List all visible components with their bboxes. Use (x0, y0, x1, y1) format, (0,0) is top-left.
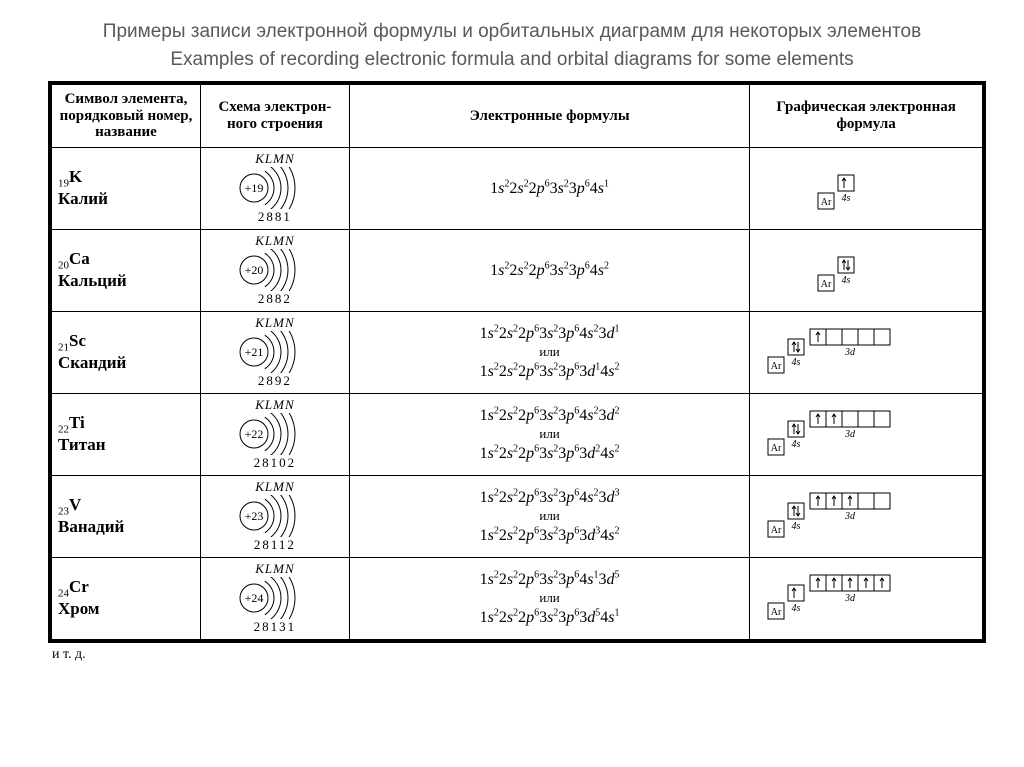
svg-text:Ar: Ar (771, 361, 782, 372)
title-en: Examples of recording electronic formula… (40, 46, 984, 74)
elements-table: Символ элемента, порядковый номер, назва… (51, 84, 983, 640)
svg-text:Ar: Ar (821, 279, 832, 290)
table-row: 20CaКальцийKLMN +20 28821s22s22p63s23p64… (52, 229, 983, 311)
orbital-diagram-cell: Ar 4s 3d (750, 311, 983, 393)
svg-text:Ar: Ar (771, 607, 782, 618)
header-col1: Символ элемента, порядковый номер, назва… (52, 85, 201, 148)
table-row: 21ScСкандийKLMN +21 28921s22s22p63s23p64… (52, 311, 983, 393)
title-ru: Примеры записи электронной формулы и орб… (40, 18, 984, 46)
table-row: 24CrХромKLMN +24 281311s22s22p63s23p64s1… (52, 557, 983, 639)
svg-text:3d: 3d (844, 429, 856, 440)
svg-text:+19: +19 (245, 181, 264, 195)
svg-text:3d: 3d (844, 511, 856, 522)
svg-text:+23: +23 (245, 509, 264, 523)
shell-structure-cell: KLMN +20 2882 (200, 229, 349, 311)
svg-text:4s: 4s (792, 521, 801, 532)
element-symbol-cell: 24CrХром (52, 557, 201, 639)
electron-formula-cell: 1s22s22p63s23p64s23d1или1s22s22p63s23p63… (349, 311, 749, 393)
orbital-diagram-cell: Ar 4s 3d (750, 475, 983, 557)
shell-structure-cell: KLMN +22 28102 (200, 393, 349, 475)
orbital-diagram-cell: Ar 4s (750, 229, 983, 311)
shell-structure-cell: KLMN +24 28131 (200, 557, 349, 639)
table-row: 19KКалийKLMN +19 28811s22s22p63s23p64s1A… (52, 147, 983, 229)
electron-formula-cell: 1s22s22p63s23p64s23d3или1s22s22p63s23p63… (349, 475, 749, 557)
elements-table-wrap: Символ элемента, порядковый номер, назва… (48, 81, 986, 643)
svg-text:3d: 3d (844, 347, 856, 358)
svg-text:4s: 4s (792, 357, 801, 368)
svg-text:+22: +22 (245, 427, 264, 441)
svg-text:3d: 3d (844, 593, 856, 604)
header-col2: Схема электрон-ного строения (200, 85, 349, 148)
svg-text:+24: +24 (245, 591, 264, 605)
slide-title: Примеры записи электронной формулы и орб… (0, 0, 1024, 81)
electron-formula-cell: 1s22s22p63s23p64s13d5или1s22s22p63s23p63… (349, 557, 749, 639)
svg-text:Ar: Ar (771, 443, 782, 454)
svg-text:4s: 4s (842, 275, 851, 286)
shell-structure-cell: KLMN +21 2892 (200, 311, 349, 393)
element-symbol-cell: 22TiТитан (52, 393, 201, 475)
header-row: Символ элемента, порядковый номер, назва… (52, 85, 983, 148)
shell-structure-cell: KLMN +19 2881 (200, 147, 349, 229)
svg-text:4s: 4s (792, 439, 801, 450)
element-symbol-cell: 23VВанадий (52, 475, 201, 557)
table-row: 23VВанадийKLMN +23 281121s22s22p63s23p64… (52, 475, 983, 557)
header-col3: Электронные формулы (349, 85, 749, 148)
svg-text:+21: +21 (245, 345, 264, 359)
svg-text:Ar: Ar (771, 525, 782, 536)
element-symbol-cell: 21ScСкандий (52, 311, 201, 393)
orbital-diagram-cell: Ar 4s 3d (750, 557, 983, 639)
table-row: 22TiТитанKLMN +22 281021s22s22p63s23p64s… (52, 393, 983, 475)
svg-text:Ar: Ar (821, 197, 832, 208)
shell-structure-cell: KLMN +23 28112 (200, 475, 349, 557)
footer-text: и т. д. (0, 643, 1024, 663)
electron-formula-cell: 1s22s22p63s23p64s1 (349, 147, 749, 229)
orbital-diagram-cell: Ar 4s (750, 147, 983, 229)
orbital-diagram-cell: Ar 4s 3d (750, 393, 983, 475)
svg-text:4s: 4s (792, 603, 801, 614)
header-col4: Графическая электронная формула (750, 85, 983, 148)
svg-text:4s: 4s (842, 193, 851, 204)
electron-formula-cell: 1s22s22p63s23p64s23d2или1s22s22p63s23p63… (349, 393, 749, 475)
element-symbol-cell: 19KКалий (52, 147, 201, 229)
electron-formula-cell: 1s22s22p63s23p64s2 (349, 229, 749, 311)
element-symbol-cell: 20CaКальций (52, 229, 201, 311)
svg-text:+20: +20 (245, 263, 264, 277)
